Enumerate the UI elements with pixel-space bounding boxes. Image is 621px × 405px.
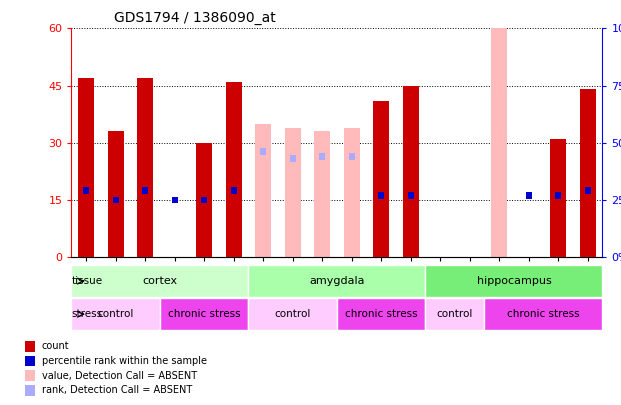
Bar: [484, 298, 602, 330]
Bar: [378, 192, 384, 199]
Text: chronic stress: chronic stress: [507, 309, 579, 319]
Text: amygdala: amygdala: [309, 276, 365, 286]
Text: control: control: [97, 309, 134, 319]
Text: count: count: [42, 341, 69, 351]
Text: chronic stress: chronic stress: [345, 309, 417, 319]
Bar: [25, 341, 35, 352]
Bar: [255, 124, 271, 257]
Bar: [25, 385, 35, 396]
Bar: [425, 265, 602, 297]
Bar: [160, 298, 248, 330]
Bar: [579, 90, 596, 257]
Bar: [425, 298, 484, 330]
Bar: [225, 82, 242, 257]
Bar: [348, 153, 355, 160]
Bar: [112, 196, 119, 203]
Text: cortex: cortex: [142, 276, 178, 286]
Bar: [491, 28, 507, 257]
Text: rank, Detection Call = ABSENT: rank, Detection Call = ABSENT: [42, 385, 192, 395]
Bar: [78, 78, 94, 257]
Bar: [584, 188, 591, 194]
Bar: [289, 156, 296, 162]
Bar: [196, 143, 212, 257]
Bar: [230, 188, 237, 194]
Bar: [71, 265, 248, 297]
Bar: [407, 192, 414, 199]
Text: control: control: [274, 309, 311, 319]
Text: chronic stress: chronic stress: [168, 309, 240, 319]
Bar: [525, 192, 532, 199]
Bar: [402, 85, 419, 257]
Bar: [137, 78, 153, 257]
Bar: [25, 370, 35, 381]
Bar: [550, 139, 566, 257]
Bar: [171, 196, 178, 203]
Bar: [260, 149, 266, 156]
Bar: [248, 265, 425, 297]
Bar: [107, 131, 124, 257]
Bar: [201, 196, 207, 203]
Bar: [71, 298, 160, 330]
Bar: [25, 356, 35, 366]
Bar: [284, 128, 301, 257]
Bar: [83, 188, 89, 194]
Text: hippocampus: hippocampus: [476, 276, 551, 286]
Bar: [248, 298, 337, 330]
Bar: [319, 153, 325, 160]
Text: percentile rank within the sample: percentile rank within the sample: [42, 356, 207, 366]
Text: GDS1794 / 1386090_at: GDS1794 / 1386090_at: [114, 11, 276, 25]
Text: stress: stress: [71, 309, 103, 319]
Text: value, Detection Call = ABSENT: value, Detection Call = ABSENT: [42, 371, 197, 381]
Bar: [142, 188, 148, 194]
Text: tissue: tissue: [71, 276, 103, 286]
Text: control: control: [437, 309, 473, 319]
Bar: [373, 101, 389, 257]
Bar: [343, 128, 360, 257]
Bar: [314, 131, 330, 257]
Bar: [337, 298, 425, 330]
Bar: [555, 192, 561, 199]
